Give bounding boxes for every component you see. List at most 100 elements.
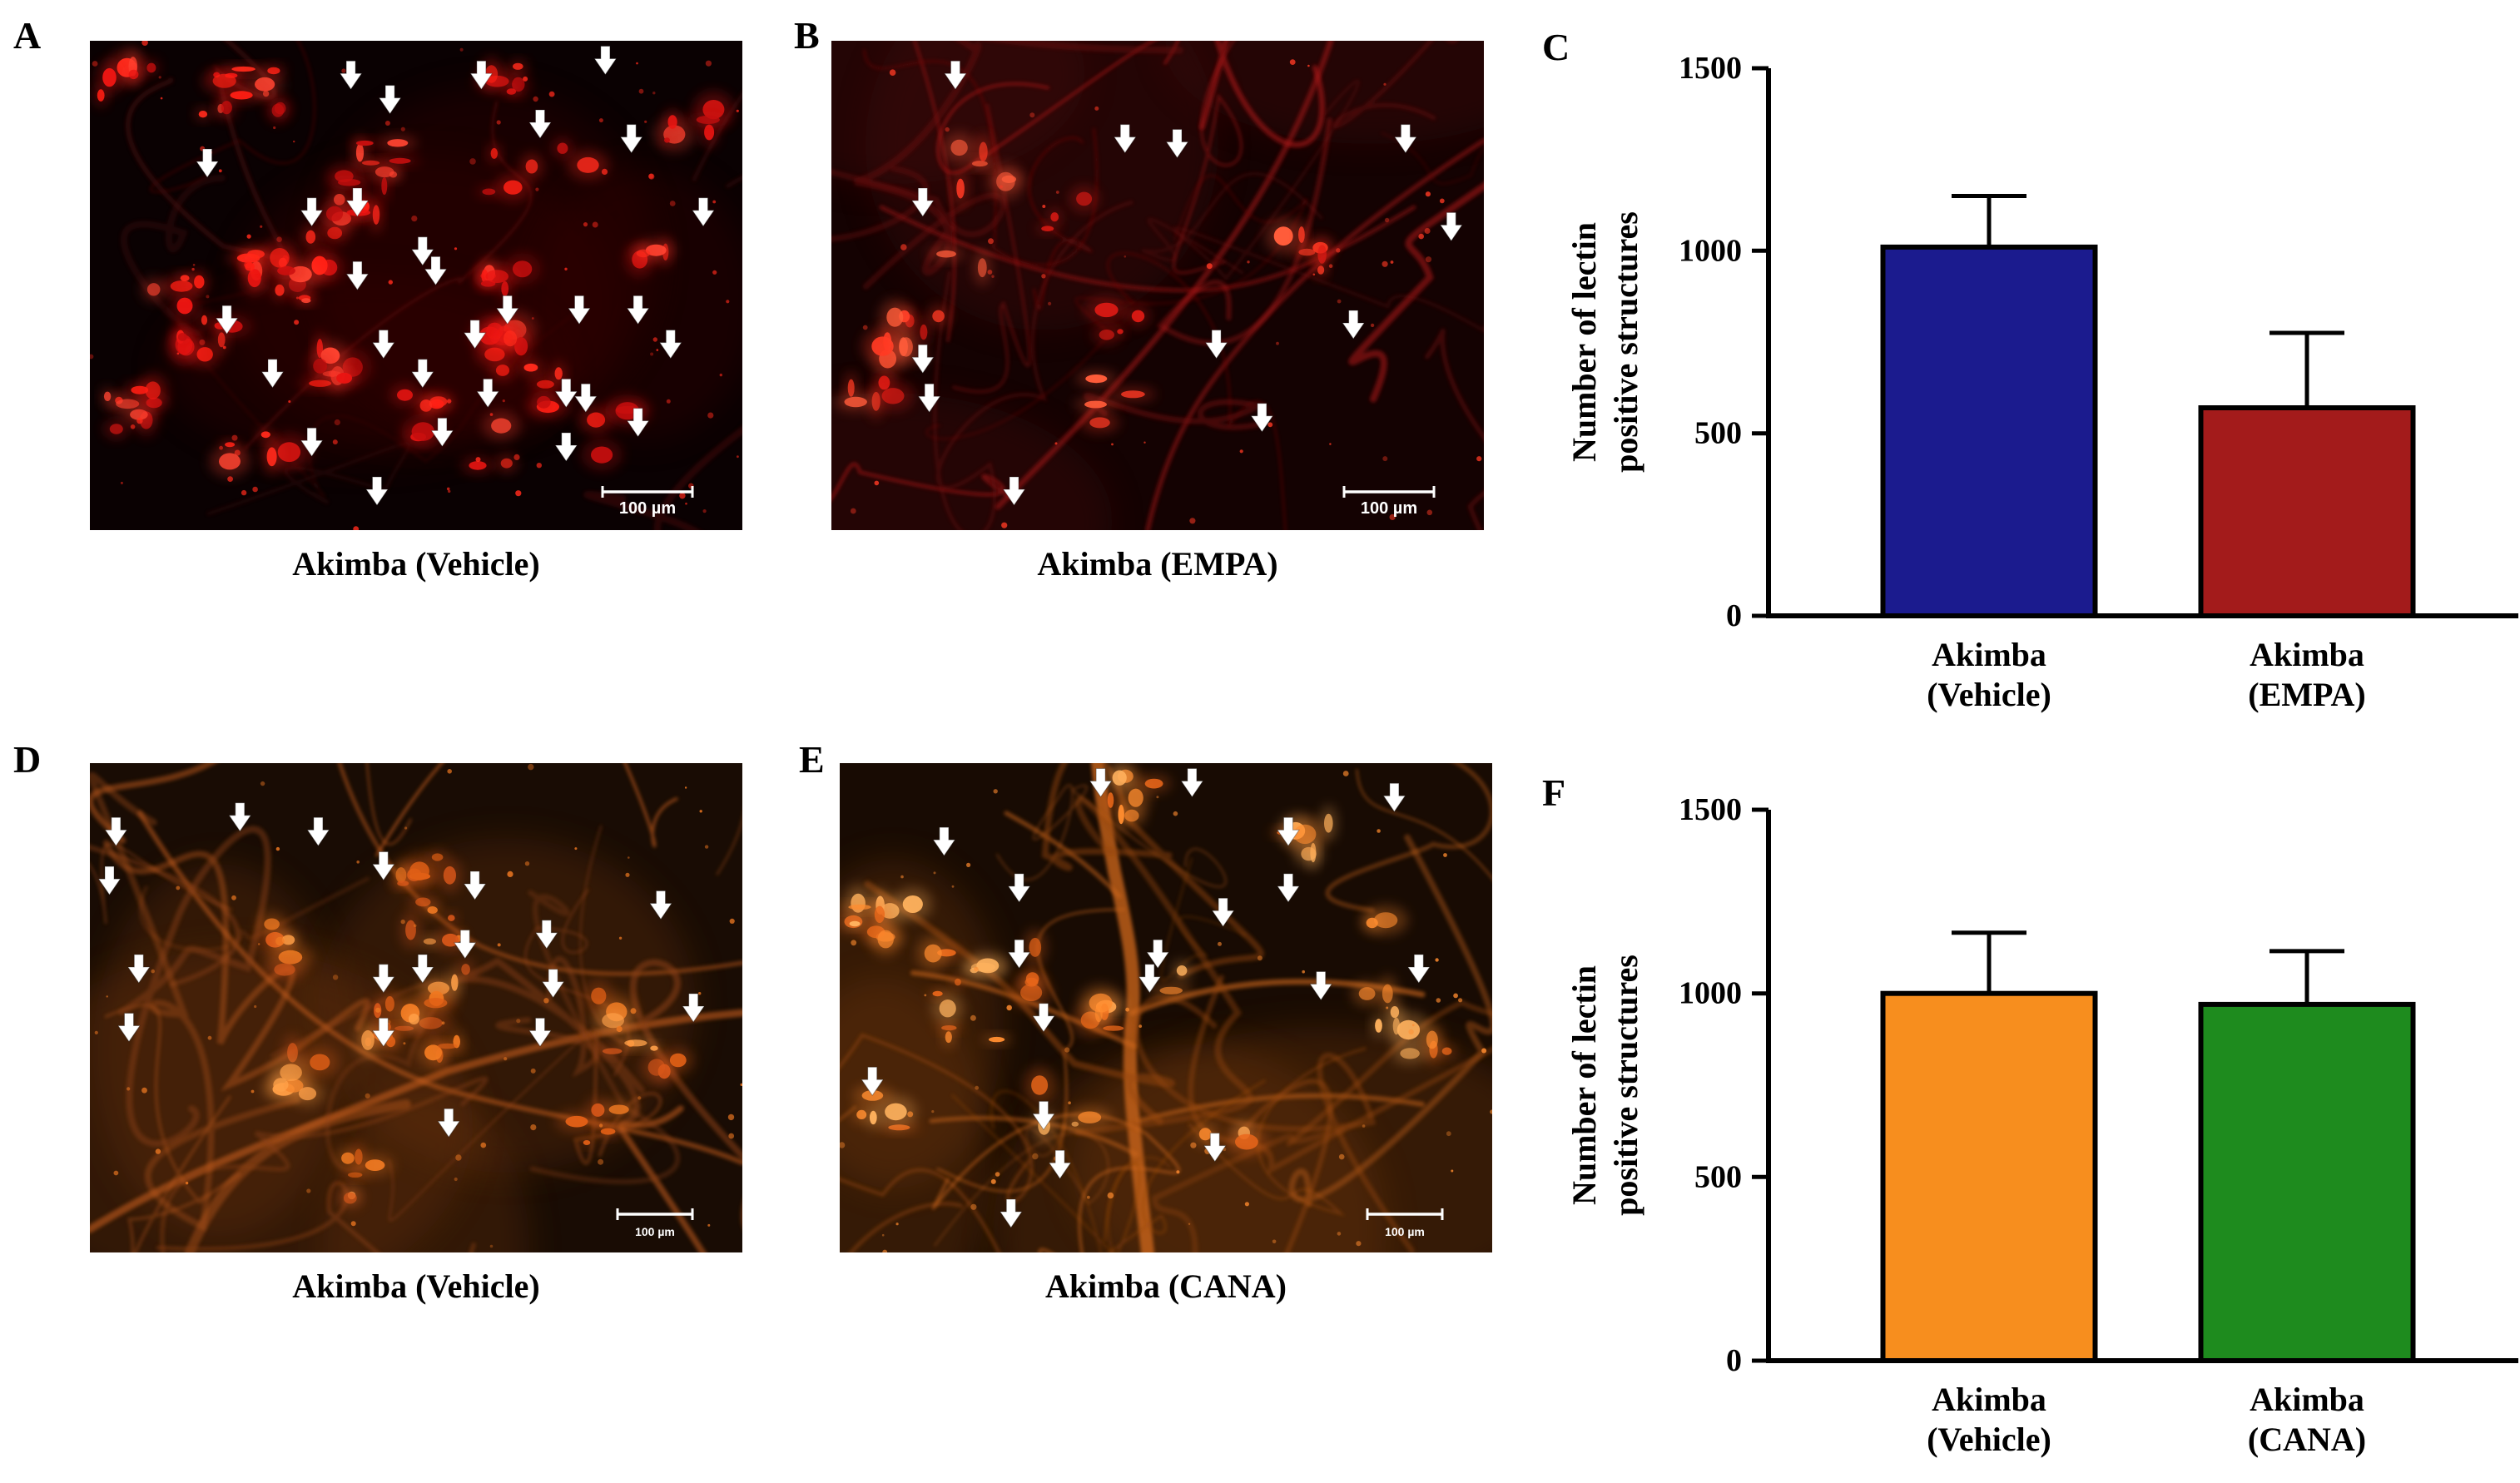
down-arrow-icon: [682, 993, 706, 1023]
down-arrow-icon: [692, 197, 715, 227]
down-arrow-icon: [215, 305, 239, 335]
y-tick-label: 500: [1694, 1159, 1742, 1194]
down-arrow-icon: [1032, 1100, 1055, 1131]
caption-panel-e: Akimba (CANA): [1045, 1267, 1287, 1305]
down-arrow-icon: [371, 330, 395, 360]
down-arrow-icon: [300, 427, 324, 458]
scale-bar-label: 100 µm: [635, 1225, 675, 1238]
bar: [2198, 405, 2416, 618]
down-arrow-icon: [861, 1066, 885, 1097]
vessels: [90, 763, 742, 1252]
down-arrow-icon: [1165, 129, 1189, 159]
panel-letter-b: B: [794, 14, 820, 57]
down-arrow-icon: [306, 816, 330, 847]
down-arrow-icon: [1382, 782, 1406, 813]
bar: [1880, 244, 2098, 618]
down-arrow-icon: [469, 60, 494, 91]
y-axis-title: Number of lectin: [1565, 965, 1603, 1205]
down-arrow-icon: [1211, 897, 1235, 928]
x-category-label: (Vehicle): [1927, 1421, 2051, 1458]
down-arrow-icon: [228, 802, 252, 832]
vessels: [831, 41, 1484, 530]
caption-panel-d: Akimba (Vehicle): [292, 1267, 540, 1305]
arrows: [97, 802, 706, 1138]
down-arrow-icon: [1439, 211, 1463, 242]
y-axis-title: positive structures: [1607, 955, 1644, 1216]
scale-bar-label: 100 µm: [1361, 499, 1417, 518]
down-arrow-icon: [410, 236, 434, 266]
panel-letter-d: D: [13, 738, 42, 781]
down-arrow-icon: [1406, 954, 1431, 984]
down-arrow-icon: [1180, 768, 1204, 798]
down-arrow-icon: [1393, 124, 1417, 154]
down-arrow-icon: [365, 476, 389, 506]
panel-letter-a: A: [13, 14, 42, 57]
down-arrow-icon: [1007, 939, 1031, 970]
down-arrow-icon: [1048, 1149, 1072, 1180]
panel-letter-e: E: [799, 738, 825, 781]
down-arrow-icon: [1007, 873, 1031, 903]
down-arrow-icon: [910, 187, 935, 217]
caption-panel-a: Akimba (Vehicle): [292, 545, 540, 583]
scale-bar: 100 µm: [1342, 486, 1436, 518]
down-arrow-icon: [593, 46, 618, 76]
x-category-label: (CANA): [2248, 1421, 2366, 1458]
down-arrow-icon: [619, 124, 643, 154]
down-arrow-icon: [1277, 816, 1300, 847]
down-arrow-icon: [260, 359, 285, 389]
x-category-label: Akimba: [1932, 1381, 2046, 1418]
down-arrow-icon: [1138, 964, 1162, 994]
down-arrow-icon: [410, 954, 434, 984]
down-arrow-icon: [999, 1198, 1023, 1228]
down-arrow-icon: [463, 320, 487, 350]
down-arrow-icon: [104, 816, 128, 847]
down-arrow-icon: [1113, 124, 1137, 154]
scale-bar: 100 µm: [616, 1208, 694, 1238]
down-arrow-icon: [626, 408, 650, 438]
x-category-label: (Vehicle): [1927, 676, 2051, 713]
blobs: [90, 41, 739, 530]
micrograph-akimba-vehicle-red: 100 µm: [90, 41, 742, 530]
down-arrow-icon: [626, 295, 650, 325]
down-arrow-icon: [97, 865, 122, 895]
down-arrow-icon: [410, 359, 434, 389]
down-arrow-icon: [300, 197, 324, 227]
arrows: [196, 46, 715, 506]
down-arrow-icon: [345, 187, 370, 217]
down-arrow-icon: [573, 383, 598, 414]
panel-letter-f: F: [1542, 771, 1566, 814]
down-arrow-icon: [534, 920, 558, 950]
y-axis-title: Number of lectin: [1565, 222, 1603, 462]
down-arrow-icon: [568, 295, 591, 325]
down-arrow-icon: [463, 870, 487, 900]
down-arrow-icon: [528, 1017, 552, 1048]
caption-panel-b: Akimba (EMPA): [1037, 545, 1278, 583]
micrograph-akimba-vehicle-orange: 100 µm: [90, 763, 742, 1252]
down-arrow-icon: [1089, 768, 1113, 798]
down-arrow-icon: [378, 85, 402, 115]
y-tick-label: 0: [1726, 1343, 1742, 1378]
blobs: [94, 763, 742, 1248]
x-category-label: Akimba: [1932, 636, 2046, 673]
scale-bar: 100 µm: [1366, 1208, 1444, 1238]
blobs: [834, 59, 1482, 528]
down-arrow-icon: [1146, 939, 1170, 970]
down-arrow-icon: [196, 148, 220, 178]
y-tick-label: 1500: [1679, 792, 1742, 827]
down-arrow-icon: [339, 60, 363, 91]
down-arrow-icon: [345, 260, 370, 291]
bar: [2198, 1001, 2416, 1363]
down-arrow-icon: [1250, 403, 1274, 433]
y-axis-title: positive structures: [1607, 211, 1644, 473]
bar: [1880, 990, 2098, 1363]
down-arrow-icon: [1277, 873, 1300, 903]
y-tick-label: 1000: [1679, 976, 1742, 1011]
x-category-label: Akimba: [2250, 636, 2364, 673]
bar-chart-panel-c: 050010001500Akimba(Vehicle)Akimba(EMPA)N…: [1565, 51, 2518, 713]
micrograph-akimba-cana: 100 µm: [840, 763, 1492, 1252]
down-arrow-icon: [910, 344, 935, 374]
down-arrow-icon: [117, 1013, 141, 1043]
y-tick-label: 500: [1694, 416, 1742, 451]
down-arrow-icon: [541, 969, 565, 999]
